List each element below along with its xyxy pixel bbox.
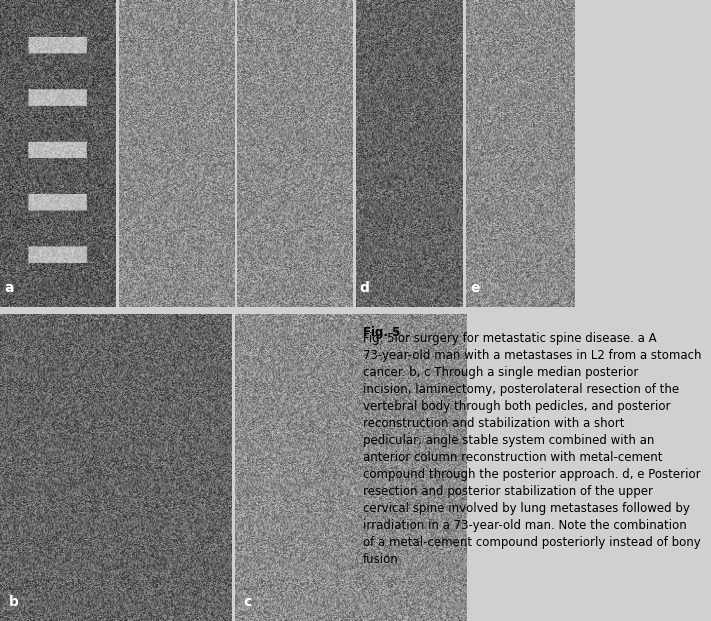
Text: c: c: [244, 595, 252, 609]
Text: Fig. 5: Fig. 5: [363, 326, 400, 339]
Text: a: a: [4, 281, 14, 295]
Text: Fig. 5ior surgery for metastatic spine disease. a A
73-year-old man with a metas: Fig. 5ior surgery for metastatic spine d…: [363, 332, 701, 566]
Text: d: d: [360, 281, 370, 295]
Text: b: b: [9, 595, 19, 609]
Text: e: e: [470, 281, 479, 295]
